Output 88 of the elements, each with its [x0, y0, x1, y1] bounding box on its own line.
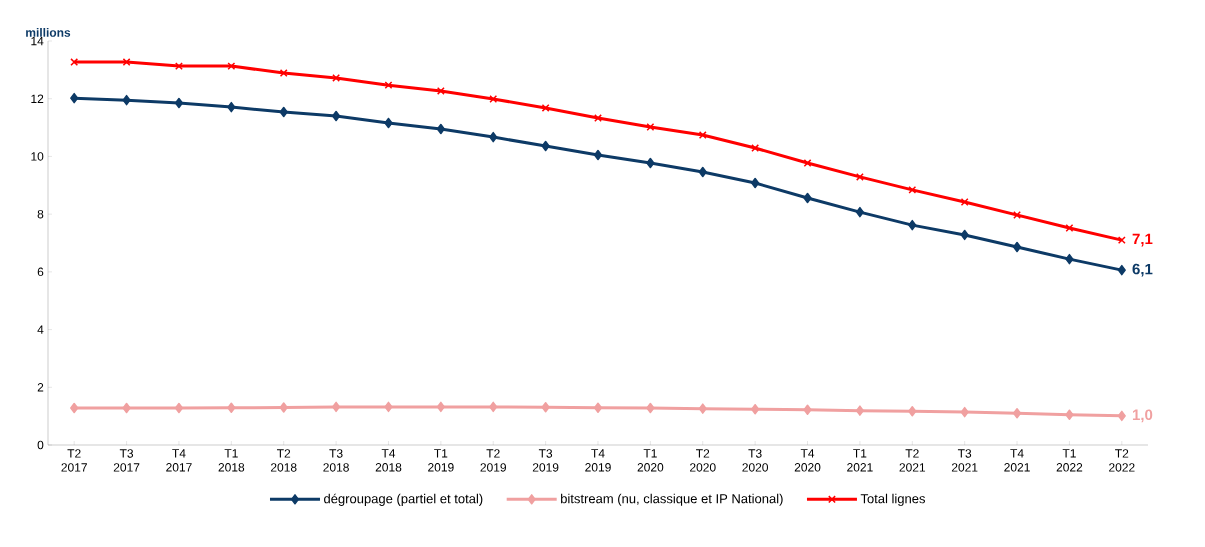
point	[436, 123, 445, 135]
x-tick-label: T3 2021	[951, 449, 978, 472]
legend-label: bitstream (nu, classique et IP National)	[561, 493, 783, 506]
point	[803, 192, 812, 204]
point	[908, 405, 917, 417]
point	[541, 140, 550, 152]
point	[698, 403, 707, 414]
data-label: 7,1	[1132, 233, 1153, 247]
point	[384, 401, 393, 413]
data-label: 1,0	[1132, 409, 1153, 423]
point	[1117, 264, 1126, 276]
point	[1013, 211, 1021, 219]
point	[175, 62, 183, 71]
x-tick-label: T2 2022	[1109, 449, 1135, 472]
x-tick-label: T3 2018	[323, 449, 349, 472]
point	[384, 117, 393, 129]
x-tick-label: T4 2017	[166, 449, 192, 472]
point	[698, 131, 707, 140]
x-tick-label: T1 2020	[637, 449, 664, 472]
x-tick-label: T2 2019	[480, 449, 507, 472]
point	[331, 401, 341, 413]
x-tick-label: T1 2019	[428, 449, 454, 472]
point	[174, 402, 184, 414]
x-tick-label: T1 2018	[218, 449, 245, 472]
x-tick-label: T3 2017	[113, 449, 140, 472]
legend-label: dégroupage (partiel et total)	[324, 493, 483, 506]
x-tick-label: T3 2019	[532, 449, 559, 472]
point	[1012, 408, 1022, 419]
point	[331, 110, 341, 122]
point	[489, 401, 498, 413]
point	[174, 97, 184, 109]
point	[803, 404, 812, 416]
y-axis-title: millions	[26, 27, 71, 37]
point	[541, 401, 550, 413]
x-tick-label: T2 2018	[270, 449, 297, 472]
point	[436, 401, 445, 413]
y-tick-label: 14	[31, 36, 44, 46]
point	[122, 402, 131, 414]
y-tick-label: 10	[31, 152, 44, 161]
x-tick-label: T2 2020	[690, 449, 716, 472]
point	[593, 402, 603, 414]
data-label: 6,1	[1132, 263, 1153, 277]
point	[1065, 253, 1074, 265]
point	[489, 131, 498, 143]
point	[855, 405, 865, 416]
legend-label: Total lignes	[860, 493, 926, 506]
point	[1065, 224, 1074, 232]
x-tick-label: T4 2019	[585, 449, 611, 472]
x-tick-label: T4 2018	[375, 449, 402, 472]
point	[855, 172, 864, 181]
point	[646, 402, 655, 414]
point	[960, 406, 969, 418]
point	[227, 402, 236, 414]
x-tick-label: T2 2021	[899, 449, 926, 472]
point	[436, 86, 445, 95]
y-tick-label: 12	[31, 94, 44, 103]
point	[1012, 241, 1022, 253]
point	[227, 101, 236, 113]
y-tick-label: 0	[37, 440, 44, 450]
point	[751, 144, 760, 152]
point	[960, 229, 969, 241]
x-tick-label: T1 2021	[847, 449, 873, 472]
point	[751, 403, 760, 415]
y-tick-label: 6	[37, 267, 44, 277]
y-tick-label: 4	[37, 325, 44, 334]
point	[1065, 409, 1074, 420]
point	[751, 177, 760, 189]
x-tick-label: T4 2020	[794, 449, 821, 472]
point	[279, 402, 288, 413]
point	[698, 166, 707, 178]
point	[593, 149, 603, 161]
point	[1117, 410, 1126, 422]
y-tick-label: 8	[37, 209, 44, 219]
point	[70, 402, 79, 414]
point	[594, 114, 602, 122]
point	[646, 157, 655, 169]
point	[279, 106, 288, 118]
x-tick-label: T3 2020	[742, 449, 769, 472]
y-tick-label: 2	[37, 383, 44, 392]
x-tick-label: T2 2017	[61, 449, 87, 472]
point	[960, 198, 969, 206]
point	[855, 206, 865, 218]
point	[122, 94, 131, 106]
x-tick-label: T4 2021	[1004, 449, 1030, 472]
point	[332, 74, 341, 82]
point	[908, 219, 917, 231]
point	[70, 92, 79, 104]
x-tick-label: T1 2022	[1056, 449, 1083, 472]
